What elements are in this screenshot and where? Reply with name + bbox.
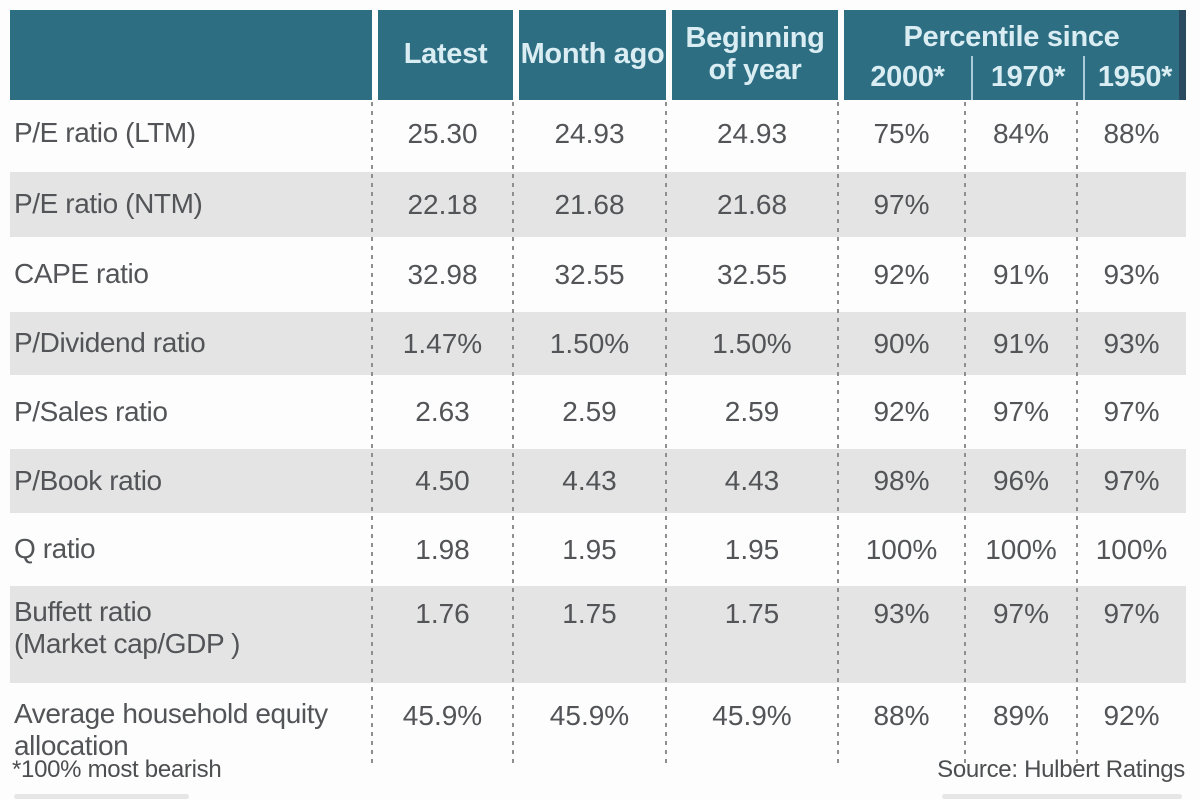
cell-month-ago: 21.68 [554, 188, 625, 220]
cell-month-ago: 32.55 [554, 258, 625, 290]
cell-percentile-1950: 88% [1103, 117, 1160, 149]
table-row: P/Dividend ratio 1.47% 1.50% 1.50% 90% 9… [10, 307, 1186, 380]
cell-percentile-2000: 75% [873, 117, 930, 149]
table-row: P/E ratio (LTM) 25.30 24.93 24.93 75% 84… [10, 100, 1186, 167]
row-label: P/Sales ratio [14, 395, 168, 427]
cell-percentile-1950: 100% [1095, 533, 1168, 565]
cell-latest: 1.47% [402, 327, 483, 359]
valuation-table: Latest Month ago Beginning of year Perce… [10, 10, 1186, 775]
cell-latest: 45.9% [402, 700, 483, 731]
table-row: P/E ratio (NTM) 22.18 21.68 21.68 97% [10, 167, 1186, 242]
percentile-since-title: Percentile since [903, 21, 1120, 54]
percentile-years-row: 2000* 1970* 1950* [844, 56, 1179, 100]
cell-percentile-1950: 93% [1103, 258, 1160, 290]
row-label: Average household equity allocation [14, 698, 328, 762]
cell-beginning-of-year: 1.95 [724, 533, 780, 565]
cell-month-ago: 2.59 [562, 396, 617, 427]
table-row: CAPE ratio 32.98 32.55 32.55 92% 91% 93% [10, 242, 1186, 307]
cell-percentile-1970: 100% [985, 533, 1057, 565]
table-row: Buffett ratio (Market cap/GDP ) 1.76 1.75… [10, 581, 1186, 688]
header-cell-2000: 2000* [870, 61, 945, 94]
cell-percentile-2000: 88% [873, 700, 930, 731]
cell-beginning-of-year: 32.55 [716, 258, 788, 290]
header-cell-beginning-of-year: Beginning of year [666, 10, 838, 100]
cell-percentile-1970: 96% [992, 465, 1050, 496]
header-cell-metric [10, 10, 372, 100]
cell-beginning-of-year: 45.9% [712, 700, 792, 731]
table-row: P/Book ratio 4.50 4.43 4.43 98% 96% 97% [10, 444, 1186, 518]
cell-month-ago: 1.95 [562, 533, 617, 565]
cell-beginning-of-year: 4.43 [724, 465, 780, 496]
row-label: P/Book ratio [14, 464, 162, 496]
cell-percentile-1970: 97% [992, 598, 1050, 629]
cell-month-ago: 24.93 [554, 117, 625, 149]
row-label: Q ratio [14, 533, 96, 565]
cell-month-ago: 45.9% [549, 700, 630, 731]
cell-latest: 2.63 [415, 396, 470, 427]
cell-latest: 25.30 [407, 117, 478, 149]
table-row: P/Sales ratio 2.63 2.59 2.59 92% 97% 97% [10, 380, 1186, 444]
cell-percentile-2000: 90% [873, 327, 930, 359]
source-credit: Source: Hulbert Ratings [937, 756, 1185, 783]
cell-percentile-2000: 93% [873, 598, 930, 629]
cell-beginning-of-year: 2.59 [724, 396, 780, 427]
row-label: Buffett ratio (Market cap/GDP ) [14, 596, 241, 660]
cell-latest: 1.76 [415, 598, 470, 629]
cell-month-ago: 1.75 [562, 598, 617, 629]
row-label: P/E ratio (LTM) [14, 117, 196, 149]
row-label: P/Dividend ratio [14, 327, 206, 359]
cell-percentile-1950: 93% [1103, 327, 1160, 359]
cell-month-ago: 1.50% [549, 327, 630, 359]
cell-percentile-2000: 100% [865, 533, 938, 565]
cell-beginning-of-year: 1.75 [724, 598, 780, 629]
cell-percentile-1950: 97% [1103, 396, 1160, 427]
cell-percentile-1950 [1077, 172, 1186, 237]
cell-percentile-1950: 92% [1103, 700, 1160, 731]
cell-month-ago: 4.43 [562, 465, 617, 496]
cell-percentile-2000: 92% [873, 396, 930, 427]
cell-latest: 22.18 [407, 188, 478, 220]
cell-percentile-1970: 89% [992, 700, 1050, 731]
cell-latest: 32.98 [407, 258, 478, 290]
row-label: CAPE ratio [14, 258, 149, 290]
footnote: *100% most bearish [12, 756, 222, 783]
cell-latest: 4.50 [415, 465, 470, 496]
table-header: Latest Month ago Beginning of year Perce… [10, 10, 1186, 100]
table-row: Average household equity allocation 45.9%… [10, 688, 1186, 775]
header-cell-1950: 1950* [1083, 56, 1185, 100]
header-cell-1970: 1970* [971, 56, 1083, 100]
header-cell-latest: Latest [372, 10, 513, 100]
cell-percentile-2000: 92% [873, 258, 930, 290]
cell-percentile-2000: 98% [873, 465, 930, 496]
cell-beginning-of-year: 24.93 [716, 117, 788, 149]
cell-percentile-1970: 97% [992, 396, 1050, 427]
cell-beginning-of-year: 1.50% [712, 327, 792, 359]
cell-beginning-of-year: 21.68 [716, 188, 788, 220]
table-row: Q ratio 1.98 1.95 1.95 100% 100% 100% [10, 518, 1186, 581]
header-group-percentile-since: Percentile since 2000* 1970* 1950* [838, 10, 1186, 100]
cell-percentile-1970: 91% [992, 258, 1050, 290]
cell-percentile-1950: 97% [1103, 465, 1160, 496]
cell-percentile-1970: 91% [992, 327, 1050, 359]
header-cell-month-ago: Month ago [513, 10, 666, 100]
cell-percentile-2000: 97% [873, 188, 930, 220]
cell-percentile-1950: 97% [1103, 598, 1160, 629]
cell-latest: 1.98 [415, 533, 470, 565]
cell-percentile-1970 [965, 172, 1077, 237]
table-body: P/E ratio (LTM) 25.30 24.93 24.93 75% 84… [10, 100, 1186, 775]
row-label: P/E ratio (NTM) [14, 188, 203, 220]
footer-underline-artifact-right [942, 794, 1182, 799]
cell-percentile-1970: 84% [992, 117, 1050, 149]
footer-underline-artifact-left [14, 794, 189, 799]
